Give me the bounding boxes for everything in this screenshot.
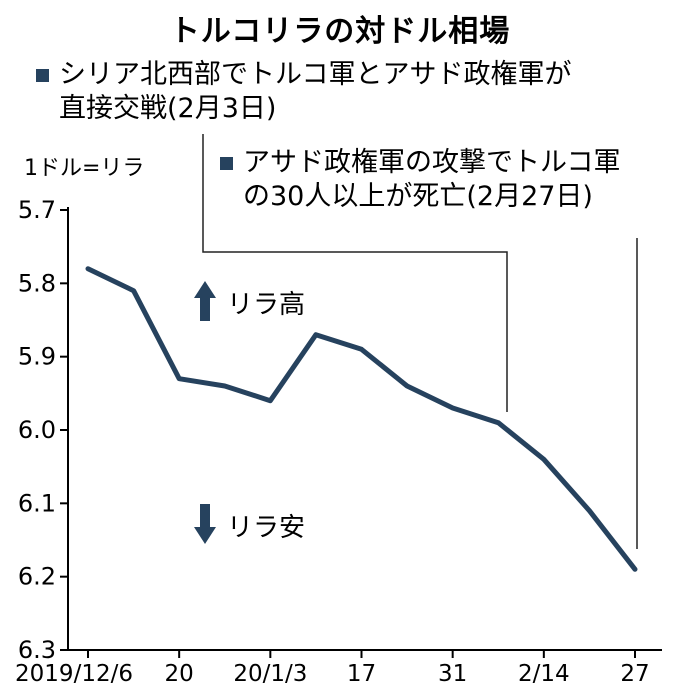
y-tick-label: 6.1 [18, 489, 56, 517]
y-tick-label: 6.2 [18, 563, 56, 591]
annotation-feb3-text: シリア北西部でトルコ軍とアサド政権軍が 直接交戦(2月3日) [59, 58, 571, 126]
annotation-feb27: アサド政権軍の攻撃でトルコ軍 の30人以上が死亡(2月27日) [220, 146, 620, 214]
chart-title: トルコリラの対ドル相場 [169, 14, 511, 49]
x-tick-label: 2019/12/6 [15, 661, 133, 687]
lira-down-arrow-icon [194, 504, 216, 544]
x-tick-label: 27 [620, 661, 649, 687]
annotation-line: 直接交戦(2月3日) [59, 93, 277, 124]
callout-line-feb3 [202, 134, 508, 412]
annotation-line: の30人以上が死亡(2月27日) [243, 181, 593, 212]
direction-label-up: リラ高 [227, 290, 305, 320]
rate-line-series [85, 266, 638, 572]
x-tick-label: 20/1/3 [233, 661, 307, 687]
bullet-square-icon [220, 157, 233, 170]
annotation-line: シリア北西部でトルコ軍とアサド政権軍が [59, 59, 572, 90]
x-tick-label: 17 [347, 661, 376, 687]
bullet-square-icon [36, 69, 49, 82]
y-tick-label: 6.0 [18, 416, 56, 444]
y-tick-label: 5.7 [18, 196, 56, 224]
annotation-feb3: シリア北西部でトルコ軍とアサド政権軍が 直接交戦(2月3日) [36, 58, 571, 126]
x-tick-label: 2/14 [518, 661, 570, 687]
annotation-line: アサド政権軍の攻撃でトルコ軍 [243, 147, 621, 178]
y-tick-label: 5.8 [18, 269, 56, 297]
y-tick-label: 5.9 [18, 343, 56, 371]
x-tick-label: 31 [438, 661, 467, 687]
y-tick-label: 6.3 [18, 636, 56, 664]
direction-label-down: リラ安 [227, 513, 305, 543]
lira-up-arrow-icon [194, 281, 216, 321]
x-tick-label: 20 [165, 661, 194, 687]
y-axis-unit-label: 1ドル=リラ [24, 156, 145, 181]
annotation-feb27-text: アサド政権軍の攻撃でトルコ軍 の30人以上が死亡(2月27日) [243, 146, 620, 214]
